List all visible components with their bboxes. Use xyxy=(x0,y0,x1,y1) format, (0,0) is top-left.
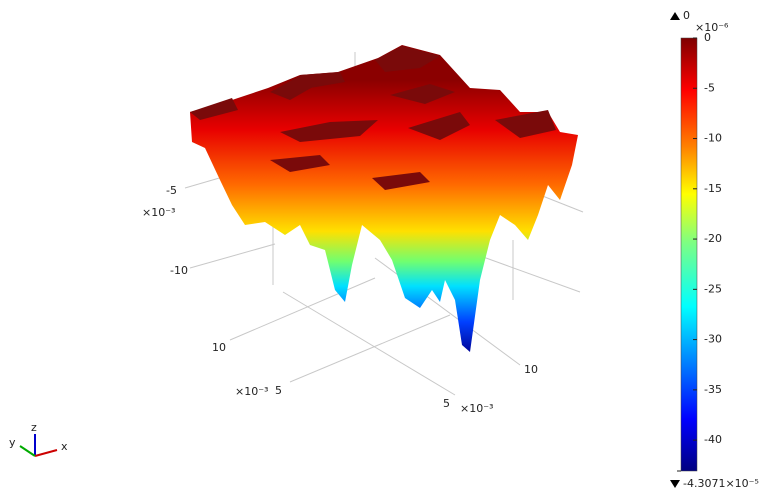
colorbar-tick-label: -10 xyxy=(704,132,722,145)
axis-triad: z x y xyxy=(9,421,68,456)
colorbar-min: -4.3071×10⁻⁵ xyxy=(683,477,759,490)
colorbar-tick-label: -25 xyxy=(704,282,722,295)
triad-label: x xyxy=(61,440,68,453)
colorbar-tick-label: -5 xyxy=(704,81,715,94)
surface xyxy=(190,45,578,352)
axis-tick-label: 10 xyxy=(524,363,538,376)
colorbar-exponent: ×10⁻⁶ xyxy=(695,21,729,34)
colorbar-tick-label: -20 xyxy=(704,232,722,245)
colorbar-tick-label: 0 xyxy=(704,31,711,44)
axis-tick-label: 5 xyxy=(443,397,450,410)
colorbar-tick-label: -35 xyxy=(704,383,722,396)
triad-label: y xyxy=(9,436,16,449)
triad-label: z xyxy=(31,421,37,434)
colorbar-tick-label: -15 xyxy=(704,182,722,195)
axis-exponent: ×10⁻³ xyxy=(460,402,493,415)
axis-tick-label: 10 xyxy=(212,341,226,354)
colorbar-max: 0 xyxy=(683,9,690,22)
axis-exponent: ×10⁻³ xyxy=(235,385,268,398)
colorbar-tick-label: -40 xyxy=(704,433,722,446)
colorbar: 0 ×10⁻⁶ -4.3071×10⁻⁵ 0 -5 -10 -15 -20 -25 -30 -… xyxy=(670,9,759,490)
axis-tick-label: -10 xyxy=(170,264,188,277)
surface-plot: -5 -10 ×10⁻³ 10 5 ×10⁻³ 5 10 ×10⁻³ z x y… xyxy=(0,0,761,495)
axis-exponent: ×10⁻³ xyxy=(142,206,175,219)
axis-tick-label: 5 xyxy=(275,384,282,397)
colorbar-tick-label: -30 xyxy=(704,333,722,346)
axis-tick-label: -5 xyxy=(166,184,177,197)
